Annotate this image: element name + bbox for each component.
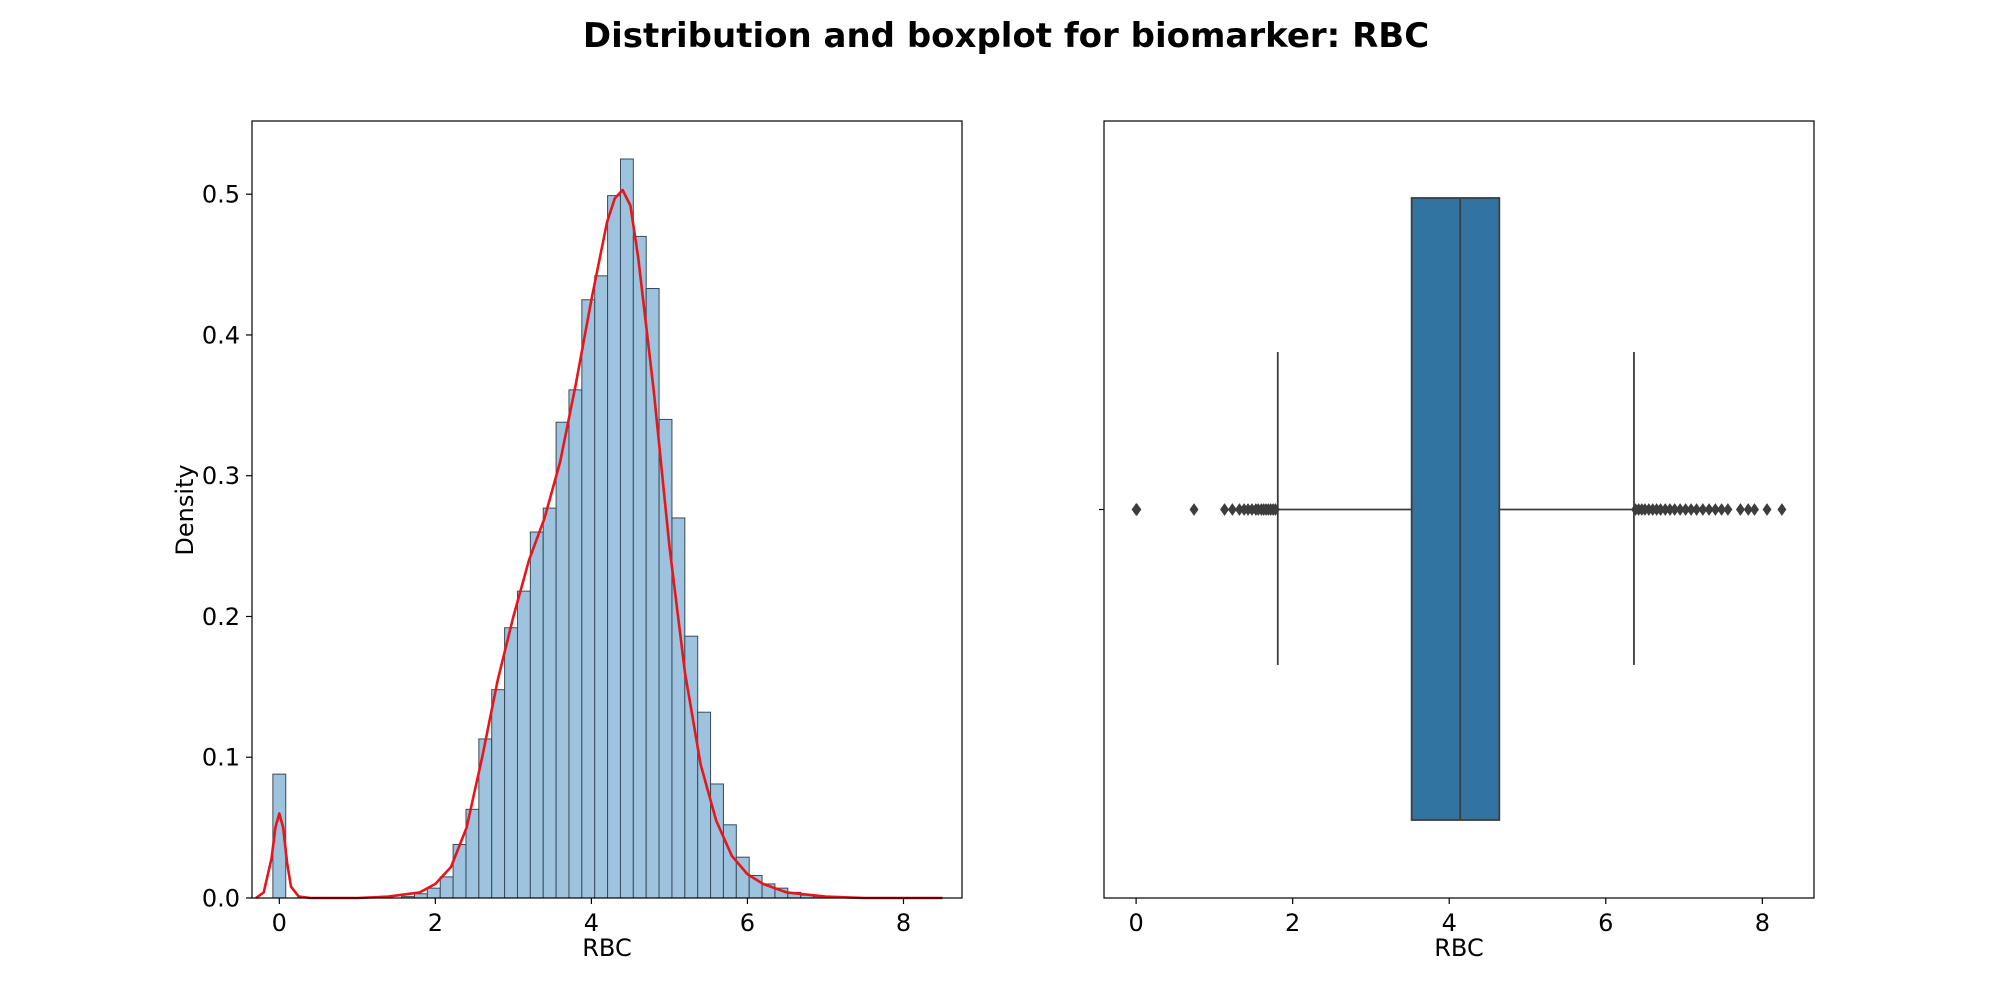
histogram-y-tick-label: 0.0 xyxy=(202,885,240,913)
boxplot-x-axis: 0 2 4 6 8 xyxy=(1128,898,1770,937)
boxplot-x-tick-label: 8 xyxy=(1755,909,1770,937)
boxplot-outlier xyxy=(1743,503,1753,516)
histogram-bar xyxy=(697,711,712,899)
histogram-x-tick-label: 6 xyxy=(740,909,755,937)
boxplot-x-axis-label: RBC xyxy=(1434,934,1483,962)
histogram-y-axis-label: Density xyxy=(171,464,199,555)
boxplot-x-tick-label: 0 xyxy=(1128,909,1143,937)
histogram-bar xyxy=(542,507,557,899)
histogram-bar xyxy=(516,590,531,899)
histogram-bar xyxy=(491,689,506,899)
histogram-bars xyxy=(272,158,840,899)
histogram-panel: 0 2 4 6 8 0.0 0.1 0.2 0.3 0.4 0.5 RBC Density xyxy=(171,120,963,962)
boxplot-x-tick-label: 6 xyxy=(1598,909,1613,937)
histogram-bar xyxy=(413,893,428,899)
kde-curve-group xyxy=(255,188,943,900)
histogram-y-tick-label: 0.2 xyxy=(202,603,240,631)
boxplot-outlier xyxy=(1750,503,1759,516)
histogram-bar xyxy=(452,844,467,899)
boxplot-outlier xyxy=(1710,503,1720,516)
boxplot-outlier xyxy=(1220,503,1230,516)
boxplot-panel: 0 2 4 6 8 RBC xyxy=(1099,120,1815,962)
boxplot-outlier xyxy=(1762,503,1772,516)
boxplot-outlier xyxy=(1692,503,1702,516)
boxplot-outlier xyxy=(1132,503,1142,516)
histogram-y-tick-label: 0.5 xyxy=(202,181,240,209)
boxplot-outlier xyxy=(1698,503,1708,516)
histogram-x-axis-label: RBC xyxy=(582,934,631,962)
boxplot-x-tick-label: 2 xyxy=(1285,909,1300,937)
histogram-x-tick-label: 0 xyxy=(272,909,287,937)
histogram-bar xyxy=(439,876,454,899)
histogram-bar xyxy=(555,421,570,899)
boxplot-outlier xyxy=(1735,503,1745,516)
histogram-plot-frame xyxy=(251,120,963,899)
histogram-bar xyxy=(658,418,673,899)
histogram-bar xyxy=(619,158,634,899)
histogram-y-tick-label: 0.3 xyxy=(202,462,240,490)
kde-curve xyxy=(255,188,943,900)
histogram-bar xyxy=(504,627,518,899)
boxplot-marks xyxy=(1131,197,1787,821)
histogram-y-tick-label: 0.1 xyxy=(202,744,240,772)
histogram-bar xyxy=(426,887,441,899)
histogram-bar xyxy=(722,824,737,899)
histogram-x-tick-label: 2 xyxy=(428,909,443,937)
histogram-y-axis: 0.0 0.1 0.2 0.3 0.4 0.5 xyxy=(202,181,252,913)
boxplot-outlier xyxy=(1270,503,1280,516)
histogram-x-tick-label: 4 xyxy=(584,909,599,937)
histogram-x-axis: 0 2 4 6 8 xyxy=(272,898,911,937)
histogram-bar xyxy=(607,195,621,899)
boxplot-x-tick-label: 4 xyxy=(1442,909,1457,937)
histogram-y-tick-label: 0.4 xyxy=(202,321,240,349)
boxplot-box xyxy=(1410,197,1501,821)
histogram-bar xyxy=(529,531,544,899)
boxplot-outlier xyxy=(1717,503,1727,516)
boxplot-outlier xyxy=(1704,503,1714,516)
histogram-bar xyxy=(710,783,724,899)
histogram-bar xyxy=(594,275,609,899)
boxplot-outlier xyxy=(1189,503,1199,516)
boxplot-outlier xyxy=(1227,503,1237,516)
histogram-x-tick-label: 8 xyxy=(896,909,911,937)
histogram-bar xyxy=(568,389,583,899)
histogram-bar xyxy=(632,235,647,899)
boxplot-outlier xyxy=(1777,503,1787,516)
histogram-bar xyxy=(581,299,596,899)
figure-title: Distribution and boxplot for biomarker: … xyxy=(583,16,1429,56)
boxplot-outlier xyxy=(1723,503,1733,516)
